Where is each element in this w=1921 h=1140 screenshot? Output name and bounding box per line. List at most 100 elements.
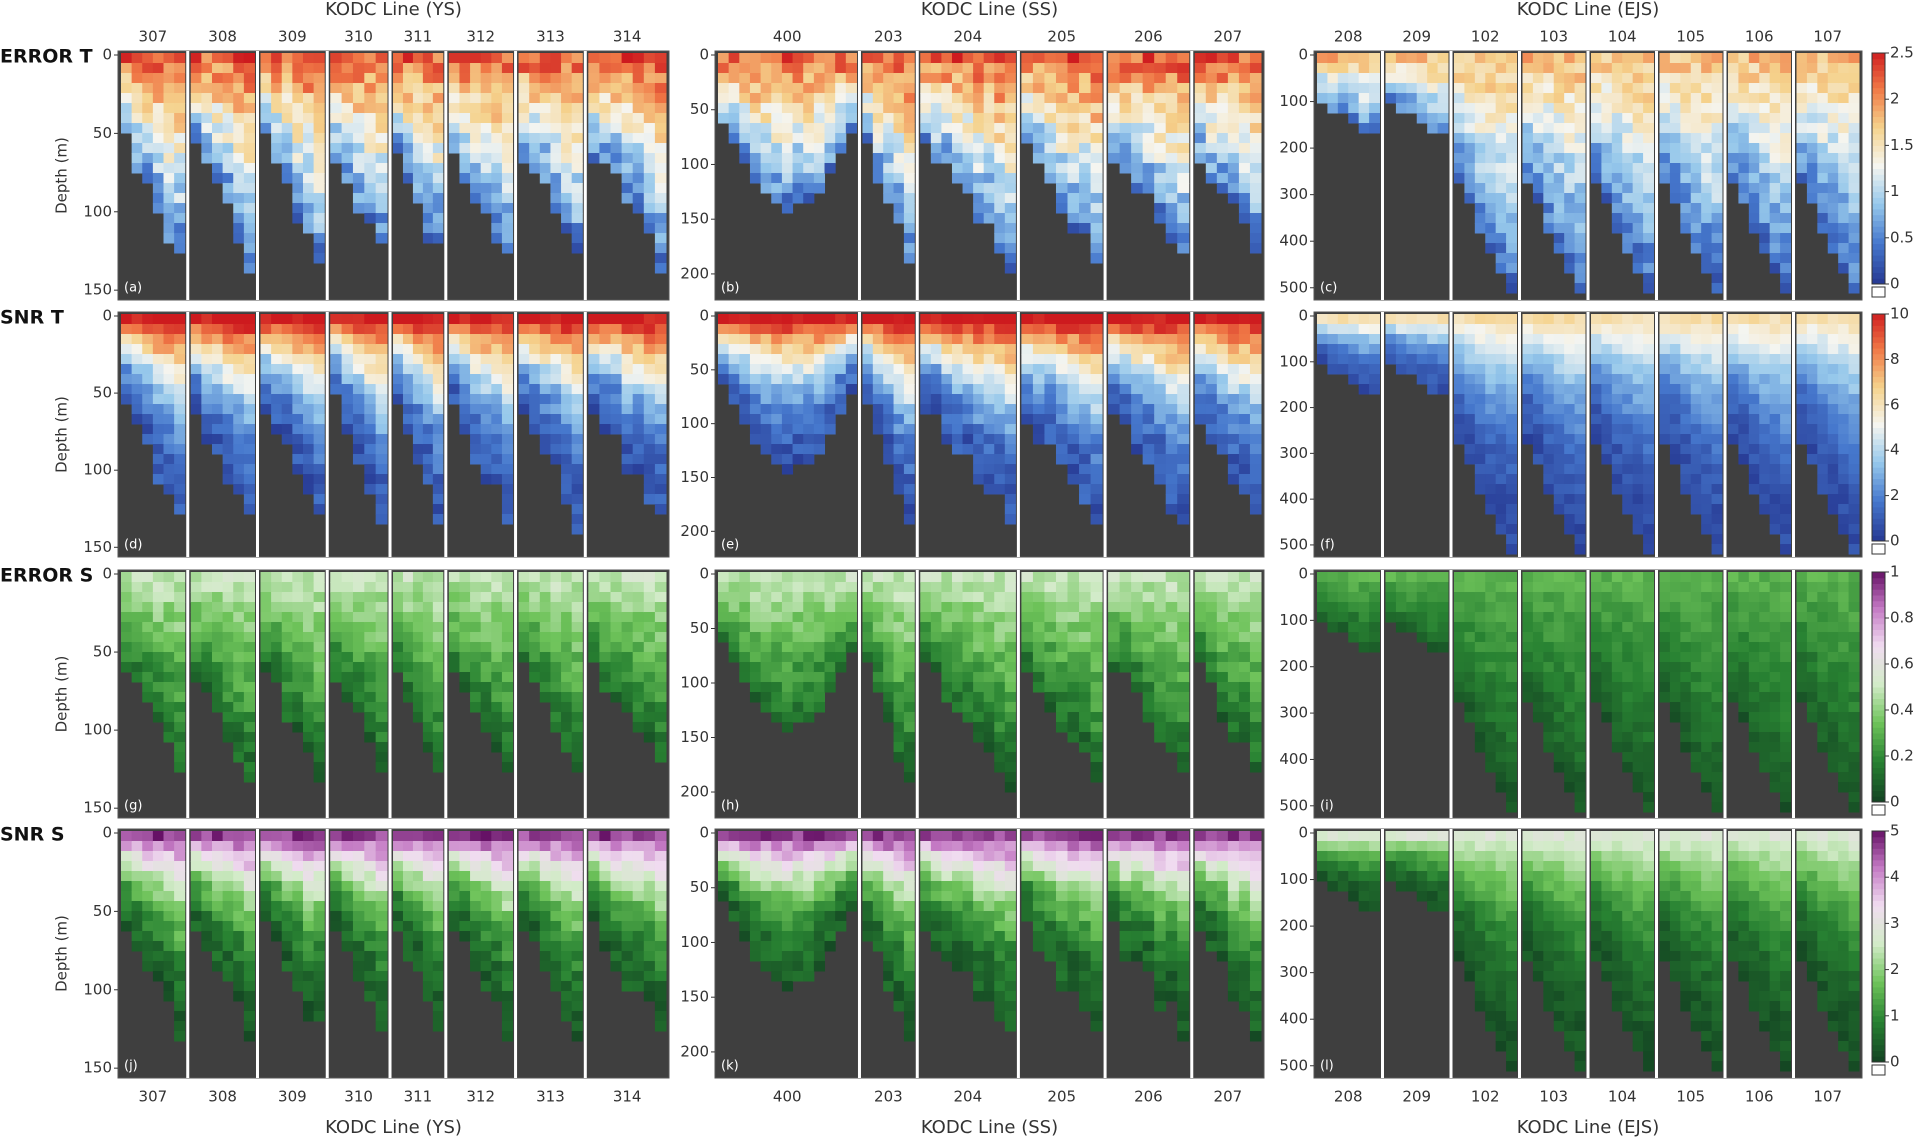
heat-cell [983, 193, 995, 204]
heat-cell [341, 83, 354, 94]
heat-cell [1748, 113, 1760, 124]
heat-cell [1574, 83, 1586, 94]
heat-cell [1611, 484, 1623, 495]
heat-cell [1227, 414, 1240, 425]
heat-cell [163, 384, 175, 395]
heat-cell [313, 434, 325, 445]
heat-cell [728, 364, 740, 375]
heat-cell [1632, 113, 1644, 124]
heat-cell [654, 404, 667, 415]
heat-cell [1838, 53, 1850, 64]
heat-cell [1227, 153, 1240, 164]
heat-cell [1395, 53, 1407, 64]
heat-cell [1165, 173, 1178, 184]
heat-cell [1317, 93, 1328, 104]
heat-cell [1067, 454, 1080, 465]
heat-cell [1055, 133, 1068, 144]
heat-cell [1464, 394, 1476, 405]
heat-cell [1506, 63, 1517, 74]
heat-cell [643, 414, 656, 425]
heat-cell [402, 364, 414, 375]
heat-cell [1848, 454, 1860, 465]
heat-cell [1738, 193, 1750, 204]
heat-cell [1119, 384, 1132, 395]
heat-cell [1838, 163, 1850, 174]
heat-cell [1464, 133, 1476, 144]
heat-cell [994, 53, 1006, 64]
heat-cell [142, 113, 154, 124]
heat-cell [121, 63, 133, 74]
heat-cell [260, 364, 272, 375]
heat-cell [1131, 133, 1144, 144]
heat-cell [1216, 344, 1229, 355]
heat-cell [174, 53, 186, 64]
heat-cell [271, 153, 283, 164]
heat-cell [211, 334, 224, 345]
heat-cell [920, 63, 932, 74]
heat-cell [571, 444, 583, 455]
heat-cell [292, 113, 304, 124]
heat-cell [448, 354, 460, 365]
heat-cell [1227, 73, 1240, 84]
heat-cell [920, 354, 932, 365]
heat-cell [422, 384, 434, 395]
line-label: 311 [404, 28, 433, 46]
heat-cell [1769, 133, 1781, 144]
heat-cell [1643, 434, 1654, 445]
heat-cell [1327, 93, 1339, 104]
heat-cell [1004, 143, 1016, 154]
heat-cell [352, 374, 365, 385]
colorbar-segment [1872, 523, 1885, 531]
heat-cell [393, 63, 404, 74]
heat-cell [243, 772, 255, 783]
heat-cell [233, 364, 245, 375]
heat-cell [432, 444, 444, 455]
heat-cell [718, 103, 730, 114]
heat-cell [1848, 324, 1860, 335]
heat-cell [1090, 53, 1103, 64]
heat-cell [1177, 143, 1190, 154]
heat-cell [1142, 324, 1155, 335]
heat-cell [480, 133, 492, 144]
heat-cell [539, 173, 551, 184]
heat-cell [1177, 344, 1190, 355]
heat-cell [1748, 354, 1760, 365]
heat-cell [422, 334, 434, 345]
heat-cell [1067, 103, 1080, 114]
heat-cell [1669, 324, 1681, 335]
heat-cell [1632, 193, 1644, 204]
heat-cell [962, 354, 974, 365]
colorbar-tick-label: 1.5 [1890, 136, 1914, 154]
heat-cell [1632, 153, 1644, 164]
heat-cell [1177, 113, 1190, 124]
colorbar-segment [1872, 382, 1885, 389]
heat-cell [1564, 173, 1576, 184]
heat-cell [803, 143, 815, 154]
heat-cell [302, 223, 315, 234]
heat-cell [1728, 414, 1739, 425]
heat-cell [1601, 143, 1613, 154]
heat-cell [163, 732, 175, 743]
heat-cell [393, 622, 404, 633]
heat-cell [1738, 444, 1750, 455]
heat-cell [402, 83, 414, 94]
heat-cell [352, 63, 365, 74]
heat-cell [402, 103, 414, 114]
heat-cell [1769, 123, 1781, 134]
heat-cell [1067, 444, 1080, 455]
heat-cell [1090, 364, 1103, 375]
heat-cell [491, 163, 503, 174]
heat-cell [1564, 253, 1576, 264]
heat-cell [1690, 334, 1702, 345]
heat-cell [1738, 434, 1750, 445]
heat-cell [1848, 243, 1860, 254]
heat-cell [1004, 334, 1016, 345]
heat-cell [330, 652, 343, 663]
heat-cell [174, 474, 186, 485]
heat-cell [1227, 374, 1240, 385]
heat-cell [1021, 73, 1034, 84]
heat-cell [1067, 354, 1080, 365]
heat-cell [375, 153, 388, 164]
heat-cell [903, 334, 915, 345]
heat-cell [1611, 444, 1623, 455]
